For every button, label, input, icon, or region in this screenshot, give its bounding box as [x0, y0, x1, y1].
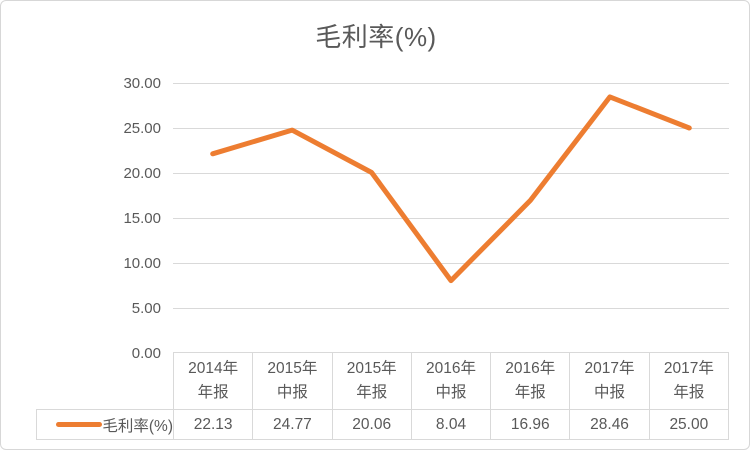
category-header: 2015年 年报	[331, 352, 412, 410]
gridline-y-10	[173, 263, 729, 264]
value-cell: 16.96	[490, 409, 571, 440]
gridline-y-5	[173, 308, 729, 309]
category-header: 2014年 年报	[172, 352, 254, 410]
legend-series-label: 毛利率(%)	[102, 417, 173, 435]
y-tick-label-30: 30.00	[123, 74, 161, 92]
data-table: 2014年 年报 2015年 中报 2015年 年报 2016年 中报 2016年 年报…	[36, 352, 730, 440]
value-cell: 24.77	[252, 409, 333, 440]
gridline-y-20	[173, 173, 729, 174]
value-cell: 22.13	[172, 409, 254, 440]
value-cell: 8.04	[410, 409, 492, 440]
gridline-y-15	[173, 218, 729, 219]
y-tick-label-15: 15.00	[123, 209, 161, 227]
y-tick-label-10: 10.00	[123, 254, 161, 272]
value-cell: 28.46	[569, 409, 650, 440]
legend-cell: 毛利率(%)	[36, 409, 174, 440]
value-cell: 25.00	[648, 409, 730, 440]
category-header: 2017年 年报	[648, 352, 730, 410]
category-header: 2017年 中报	[569, 352, 650, 410]
y-tick-label-0: 0.00	[131, 344, 161, 362]
y-tick-label-20: 20.00	[123, 164, 161, 182]
gridline-y-30	[173, 83, 729, 84]
value-cell: 20.06	[331, 409, 412, 440]
category-header-row: 2014年 年报 2015年 中报 2015年 年报 2016年 中报 2016年 年报…	[37, 352, 730, 410]
y-tick-label-25: 25.00	[123, 119, 161, 137]
table-corner-cell	[37, 353, 174, 410]
category-header: 2015年 中报	[252, 352, 333, 410]
series-line-swatch-icon	[56, 422, 103, 427]
y-tick-label-5: 5.00	[131, 299, 161, 317]
series-value-row: 毛利率(%) 22.13 24.77 20.06 8.04 16.96 28.46 25.0…	[36, 409, 730, 440]
gridline-y-25	[173, 128, 729, 129]
series-line-gross-margin	[210, 94, 692, 284]
chart-title: 毛利率(%)	[315, 22, 437, 52]
category-header: 2016年 中报	[410, 352, 492, 410]
category-header: 2016年 年报	[490, 352, 571, 410]
